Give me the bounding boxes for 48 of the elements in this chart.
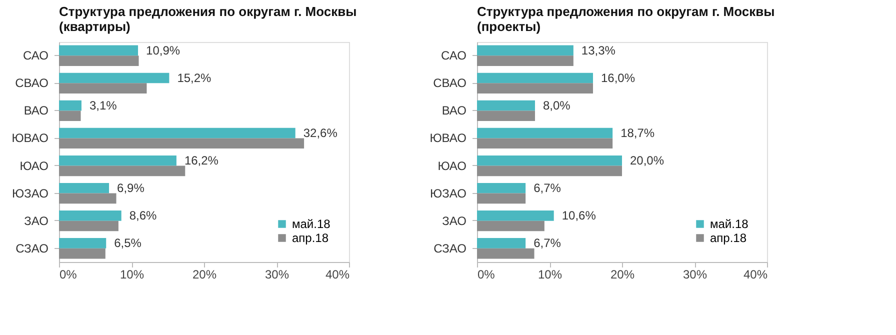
y-tick-label: ЮВАО (12, 131, 48, 146)
x-tick-label: 30% (682, 268, 708, 282)
x-tick-label: 10% (538, 268, 562, 282)
y-tick-label: СВАО (433, 76, 466, 90)
y-tick-label: ЗАО (442, 214, 466, 228)
legend-label: апр.18 (292, 231, 329, 245)
data-label: 15,2% (177, 71, 212, 85)
y-tick-label: ЮЗАО (12, 186, 48, 200)
y-tick-label: ЮЗАО (430, 186, 466, 200)
data-label: 10,6% (562, 208, 596, 223)
legend-label: май.18 (710, 217, 749, 231)
data-label: 6,7% (534, 236, 562, 250)
data-label: 20,0% (630, 154, 664, 168)
legend-label: май.18 (292, 217, 331, 231)
data-label: 13,3% (581, 43, 616, 58)
x-tick-label: 20% (192, 268, 217, 282)
chart-title: Структура предложения по округам г. Москвы (квартиры) (59, 4, 357, 34)
x-tick-label: 30% (264, 268, 290, 282)
data-label: 6,5% (114, 236, 142, 250)
chart-title: Структура предложения по округам г. Москвы (проекты) (477, 4, 775, 34)
data-label: 32,6% (303, 126, 338, 140)
y-tick-label: СВАО (15, 76, 48, 90)
x-tick-label: 40% (743, 268, 768, 282)
data-label: 16,2% (184, 154, 219, 168)
y-tick-label: СЗАО (16, 241, 48, 256)
y-tick-label: САО (441, 48, 466, 63)
data-label: 8,0% (543, 98, 571, 113)
data-label: 10,9% (146, 43, 180, 58)
x-tick-label: 10% (120, 268, 144, 282)
x-tick-label: 40% (325, 268, 350, 282)
y-tick-label: ЮВАО (430, 131, 466, 146)
data-label: 16,0% (601, 71, 636, 85)
data-label: 6,9% (117, 181, 145, 196)
y-tick-label: ЮАО (20, 158, 48, 173)
data-label: 3,1% (89, 98, 118, 113)
x-tick-label: 0% (478, 268, 496, 282)
y-tick-label: ВАО (24, 104, 48, 118)
legend-label: апр.18 (710, 231, 747, 245)
x-tick-label: 0% (60, 268, 78, 282)
y-tick-label: САО (23, 48, 48, 63)
data-label: 18,7% (620, 126, 655, 140)
y-tick-label: ЗАО (24, 214, 48, 228)
y-tick-label: ВАО (442, 104, 466, 118)
data-label: 6,7% (534, 181, 562, 196)
data-label: 8,6% (129, 208, 158, 223)
x-tick-label: 20% (610, 268, 635, 282)
y-tick-label: СЗАО (434, 241, 466, 256)
y-tick-label: ЮАО (438, 158, 466, 173)
